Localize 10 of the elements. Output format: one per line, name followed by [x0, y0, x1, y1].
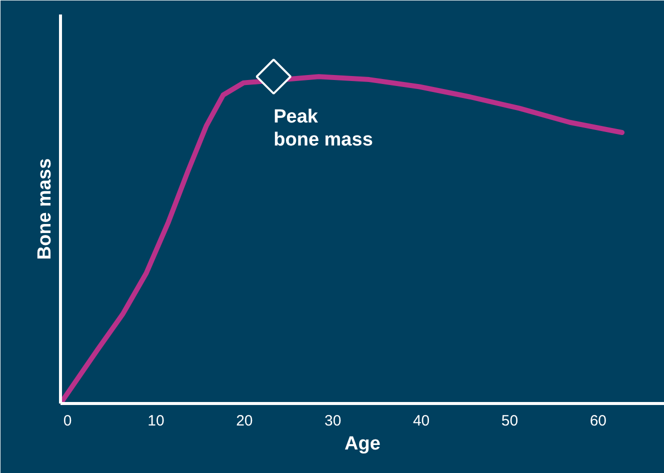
- x-tick-label: 30: [324, 412, 342, 430]
- x-tick-label: 60: [590, 412, 607, 430]
- x-tick-label: 10: [148, 412, 164, 430]
- x-tick-label: 20: [236, 412, 253, 430]
- x-axis-title: Age: [344, 434, 380, 454]
- x-tick-label: 0: [63, 412, 72, 430]
- x-tick-label: 40: [412, 412, 430, 430]
- y-axis-title: Bone mass: [34, 158, 56, 260]
- x-tick-label: 50: [501, 412, 518, 430]
- annotation: Peak bone mass: [274, 106, 373, 151]
